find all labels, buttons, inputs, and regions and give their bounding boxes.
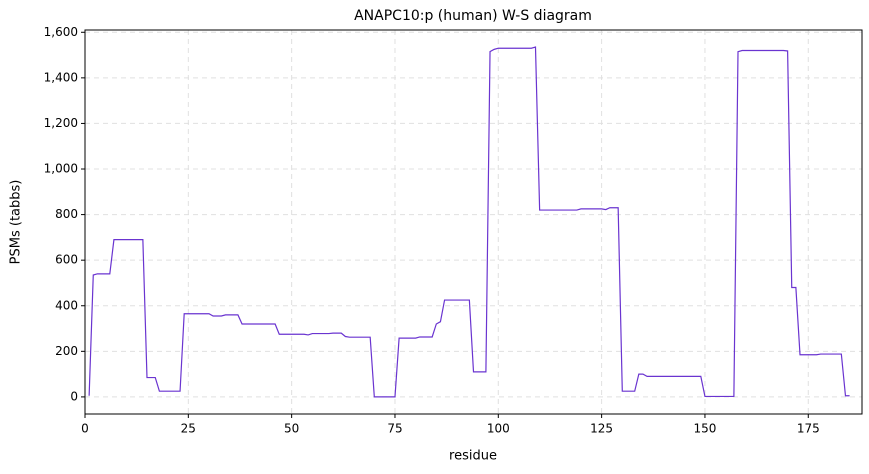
data-line [88,46,850,398]
y-tick-label: 1,200 [44,116,78,130]
plot-frame [84,29,863,415]
y-tick-label: 200 [55,344,78,358]
y-tick-label: 0 [70,389,78,403]
x-tick-label: 25 [181,422,196,436]
x-axis-label: residue [449,449,497,464]
x-tick-label: 150 [693,422,716,436]
y-tick-label: 1,000 [44,162,78,176]
y-tick-label: 400 [55,298,78,312]
y-axis-label: PSMs (tabbs) [9,180,24,265]
y-tick-label: 600 [55,253,78,267]
x-tick-label: 75 [387,422,402,436]
x-tick-label: 0 [81,422,89,436]
y-tick-label: 800 [55,207,78,221]
x-tick-label: 125 [590,422,613,436]
y-tick-label: 1,600 [44,25,78,39]
y-tick-label: 1,400 [44,70,78,84]
x-tick-label: 50 [284,422,299,436]
x-tick-label: 175 [797,422,820,436]
x-tick-label: 100 [487,422,510,436]
chart-title: ANAPC10:p (human) W-S diagram [354,8,592,24]
